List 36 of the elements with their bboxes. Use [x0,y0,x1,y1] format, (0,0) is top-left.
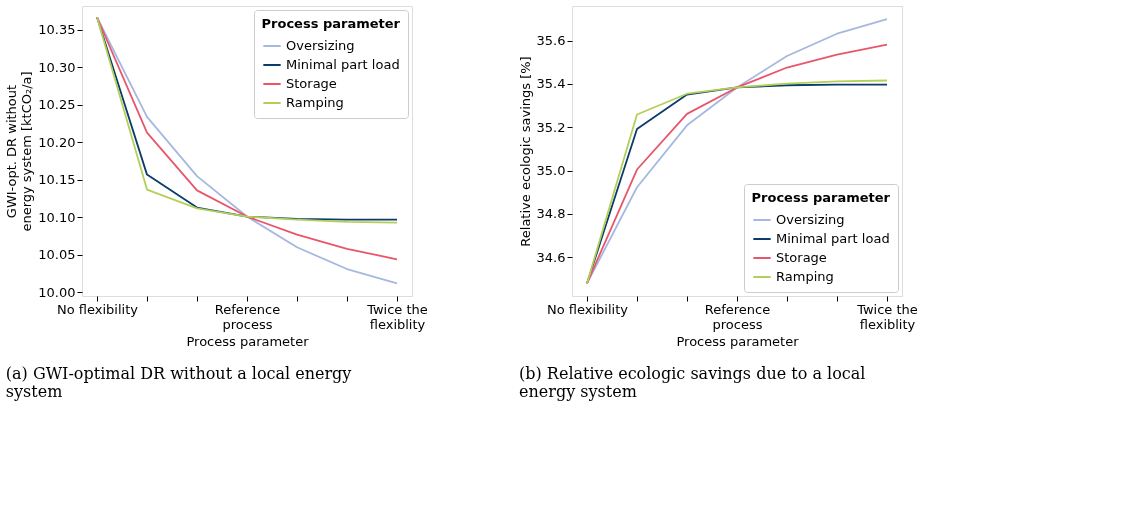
y-tick-label: 10.00 [38,284,76,300]
y-tick-label: 35.4 [536,76,566,92]
legend-label: Oversizing [776,212,845,227]
legend-label: Ramping [286,95,344,110]
y-tick-label: 10.35 [38,22,76,38]
y-tick-label: 10.15 [38,172,76,188]
y-tick-label: 35.2 [536,119,566,135]
y-tick-label: 10.25 [38,97,76,113]
legend-label: Storage [286,76,337,91]
y-tick-label: 10.20 [38,134,76,150]
x-axis-title: Process parameter [751,190,891,205]
legend-label: Storage [776,250,827,265]
y-tick-label: 35.6 [536,33,566,49]
x-tick-label: No flexibility [547,301,629,317]
legend-label: Ramping [776,269,834,284]
text: (a) GWI-optimal DR without a local energy system [5,364,352,401]
legend-title: Process parameter [186,333,310,349]
text: (b) Relative ecologic savings due to a local energy system [519,364,866,401]
x-tick-label: Reference process [704,301,771,332]
y-axis-title: GWI-opt. DR without energy system [ktCO₂/a] [4,71,35,232]
y-tick-label: 10.05 [38,247,76,263]
x-tick-label: No flexibility [57,301,139,317]
y-tick-label: 35.0 [536,163,566,179]
y-tick-label: 10.10 [38,209,76,225]
y-axis-title: Relative ecologic savings [%] [517,56,533,247]
x-tick-label: Twice the flexiblity [366,301,428,332]
legend-label: Oversizing [286,38,355,53]
y-tick-label: 10.30 [38,59,76,75]
x-tick-label: Reference process [214,301,281,332]
x-tick-label: Twice the flexiblity [856,301,918,332]
x-axis-title: Process parameter [261,16,401,31]
y-tick-label: 34.6 [536,249,566,265]
y-tick-label: 34.8 [536,206,566,222]
legend-label: Minimal part load [286,57,400,72]
legend-title: Process parameter [676,333,800,349]
legend-label: Minimal part load [776,231,890,246]
